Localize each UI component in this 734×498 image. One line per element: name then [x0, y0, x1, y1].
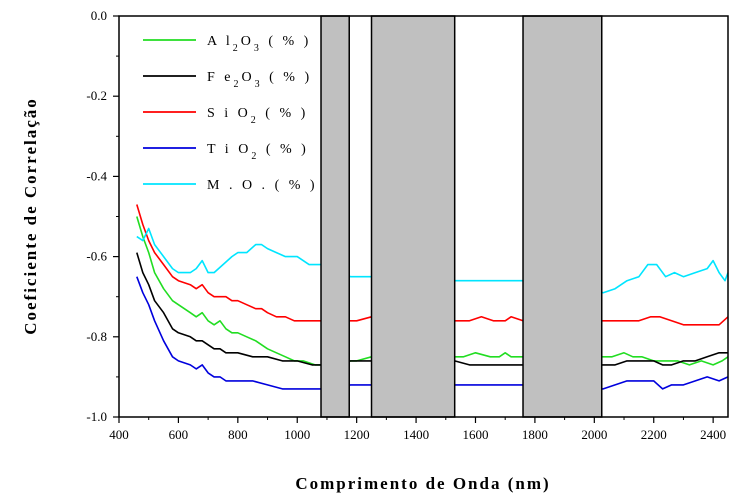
x-tick-label-2: 800 — [228, 427, 248, 442]
legend-label-0: A l2O3 ( % ) — [207, 34, 311, 54]
x-tick-label-4: 1200 — [344, 427, 370, 442]
legend-label-3: T i O2 ( % ) — [207, 142, 309, 162]
legend-label-1: F e2O3 ( % ) — [207, 70, 312, 90]
y-tick-label-5: -1.0 — [86, 409, 107, 424]
y-tick-label-1: -0.2 — [86, 88, 107, 103]
series-line-4 — [136, 227, 729, 294]
x-tick-label-0: 400 — [109, 427, 129, 442]
legend: A l2O3 ( % ) F e2O3 ( % ) S i O2 ( % ) T i … — [143, 34, 318, 193]
legend-label-4: M . O . ( % ) — [207, 178, 318, 193]
series-layer — [136, 204, 729, 390]
x-tick-label-5: 1400 — [403, 427, 429, 442]
x-tick-label-10: 2400 — [700, 427, 726, 442]
series-line-3 — [136, 276, 729, 390]
x-tick-label-8: 2000 — [581, 427, 607, 442]
masked-band-1 — [370, 15, 456, 418]
y-tick-label-4: -0.8 — [86, 329, 107, 344]
y-tick-label-0: 0.0 — [91, 8, 107, 23]
y-axis-title: Coeficiente de Correlação — [21, 97, 40, 335]
x-tick-label-7: 1800 — [522, 427, 548, 442]
masked-band-layer — [320, 15, 603, 418]
x-axis-title: Comprimento de Onda (nm) — [295, 474, 550, 493]
series-line-2 — [136, 204, 729, 326]
x-tick-label-9: 2200 — [641, 427, 667, 442]
x-tick-label-3: 1000 — [284, 427, 310, 442]
x-tick-label-6: 1600 — [462, 427, 488, 442]
series-line-1 — [136, 252, 728, 366]
y-tick-label-2: -0.4 — [86, 168, 107, 183]
legend-label-2: S i O2 ( % ) — [207, 106, 308, 126]
tick-layer: 400 600 800 1000 1200 1400 1600 1800 2000 2200 240… — [86, 8, 726, 442]
y-tick-label-3: -0.6 — [86, 249, 107, 264]
masked-band-2 — [522, 15, 603, 418]
x-tick-label-1: 600 — [169, 427, 189, 442]
masked-band-0 — [320, 15, 350, 418]
